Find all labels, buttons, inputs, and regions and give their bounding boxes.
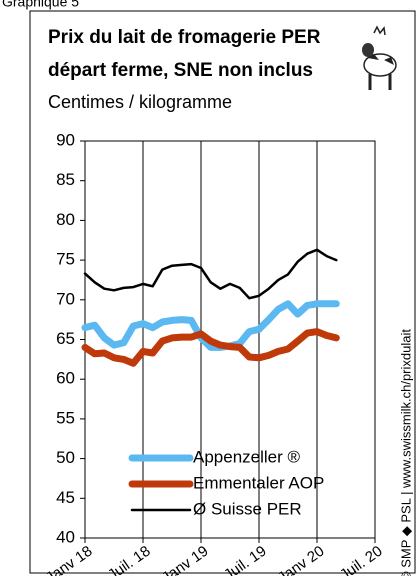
- legend-label: Emmentaler AOP: [193, 473, 324, 492]
- y-tick-label: 55: [56, 408, 75, 427]
- y-axis-label: Centimes / kilogramme: [48, 92, 232, 112]
- chart: Graphique 5 Prix du lait de fromagerie P…: [0, 0, 419, 576]
- x-tick-label: Juil. 20: [337, 543, 386, 576]
- x-tick-label: Janv 20: [275, 543, 328, 576]
- legend-label: Appenzeller ®: [193, 447, 301, 466]
- y-tick-label: 60: [56, 369, 75, 388]
- x-tick-label: Juil. 18: [105, 543, 154, 576]
- x-tick-label: Juil. 19: [221, 543, 270, 576]
- y-tick-label: 80: [56, 210, 75, 229]
- x-tick-label: Janv 18: [43, 543, 96, 576]
- y-tick-label: 45: [56, 488, 75, 507]
- chart-title: Prix du lait de fromagerie PER: [48, 27, 321, 48]
- series-line: [85, 250, 336, 298]
- y-tick-label: 50: [56, 448, 75, 467]
- y-tick-label: 40: [56, 527, 75, 546]
- figure-label: Graphique 5: [2, 0, 79, 10]
- cow-icon: [362, 27, 396, 90]
- y-tick-label: 90: [56, 130, 75, 149]
- y-tick-label: 65: [56, 329, 75, 348]
- y-tick-label: 75: [56, 250, 75, 269]
- source: © SMP ◆ PSL | www.swissmilk.ch/prixdulai…: [398, 329, 413, 576]
- y-tick-label: 85: [56, 170, 75, 189]
- y-tick-label: 70: [56, 289, 75, 308]
- chart-subtitle: départ ferme, SNE non inclus: [48, 60, 313, 81]
- legend-label: Ø Suisse PER: [193, 499, 302, 518]
- x-tick-label: Janv 19: [159, 543, 212, 576]
